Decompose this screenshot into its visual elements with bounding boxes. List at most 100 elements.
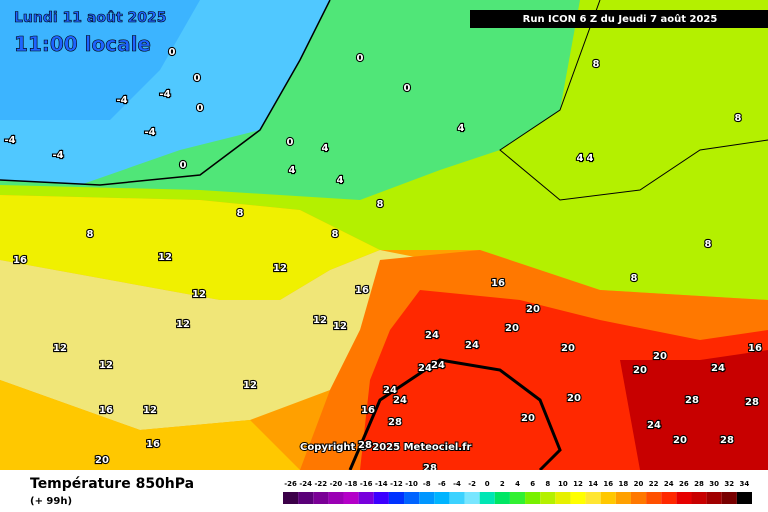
isotherm-label: 16 xyxy=(748,343,762,354)
isotherm-label: 20 xyxy=(526,304,540,315)
scale-cell xyxy=(525,492,541,504)
scale-label: 16 xyxy=(603,480,613,488)
isotherm-label: 16 xyxy=(146,439,160,450)
zone xyxy=(0,250,430,430)
scale-label: -12 xyxy=(390,480,403,488)
scale-cell xyxy=(313,492,329,504)
isotherm-label: 24 xyxy=(647,420,661,431)
scale-label: 10 xyxy=(558,480,568,488)
scale-label: 0 xyxy=(485,480,490,488)
scale-label: -8 xyxy=(423,480,431,488)
isotherm-label: 12 xyxy=(176,319,190,330)
scale-label: 18 xyxy=(619,480,629,488)
scale-cell xyxy=(509,492,526,504)
isotherm-label: -4 xyxy=(159,89,170,100)
isotherm-label: 0 xyxy=(357,53,364,64)
scale-label: -16 xyxy=(360,480,373,488)
scale-label: 2 xyxy=(500,480,505,488)
scale-cell xyxy=(464,492,480,504)
coastline xyxy=(0,0,331,186)
scale-cell xyxy=(449,492,465,504)
isotherm-label: 24 xyxy=(393,395,407,406)
scale-label: 30 xyxy=(709,480,719,488)
isotherm-label: 28 xyxy=(358,440,372,451)
scale-label: -4 xyxy=(453,480,461,488)
zone xyxy=(620,350,768,470)
scale-label: 24 xyxy=(664,480,674,488)
scale-cell xyxy=(676,492,692,504)
isotherm-label: 8 xyxy=(631,273,638,284)
isotherm-label: 4 xyxy=(458,123,465,134)
footer-bg xyxy=(0,470,768,512)
scale-cell xyxy=(434,492,450,504)
scale-label: -14 xyxy=(375,480,388,488)
isotherm-label: 8 xyxy=(705,239,712,250)
isotherm-label: 28 xyxy=(745,397,759,408)
scale-cell xyxy=(691,492,707,504)
isotherm-label: -4 xyxy=(4,135,15,146)
isotherm-label: 28 xyxy=(720,435,734,446)
isotherm-label: 8 xyxy=(87,229,94,240)
isotherm-label: 24 xyxy=(465,340,479,351)
isotherm-label: 20 xyxy=(95,455,109,466)
isotherm-label: 24 xyxy=(431,360,445,371)
scale-label: 20 xyxy=(634,480,644,488)
isotherm-label: 20 xyxy=(561,343,575,354)
zone xyxy=(0,195,380,300)
scale-label: -6 xyxy=(438,480,446,488)
isotherm-label: -4 xyxy=(144,127,155,138)
scale-label: 4 xyxy=(515,480,520,488)
isotherm-label: 12 xyxy=(243,380,257,391)
footer-lead: (+ 99h) xyxy=(30,496,72,507)
isotherm-label: 16 xyxy=(361,405,375,416)
scale-cell xyxy=(494,492,510,504)
scale-cell xyxy=(388,492,405,504)
isotherm-label: 16 xyxy=(13,255,27,266)
scale-cell xyxy=(283,492,299,504)
isotherm-label: 24 xyxy=(418,363,432,374)
scale-label: 12 xyxy=(573,480,583,488)
isotherm-label: 4 xyxy=(337,175,344,186)
scale-label: 26 xyxy=(679,480,689,488)
isotherm-label: 4 xyxy=(322,143,329,154)
isotherm-label: 12 xyxy=(158,252,172,263)
isotherm-label: 20 xyxy=(633,365,647,376)
isotherm-label: 4 xyxy=(577,153,584,164)
scale-label: 22 xyxy=(649,480,659,488)
scale-label: -24 xyxy=(299,480,312,488)
scale-cell xyxy=(373,492,389,504)
scale-cell xyxy=(404,492,420,504)
isotherm-label: 0 xyxy=(287,137,294,148)
scale-label: 32 xyxy=(724,480,734,488)
isotherm-label: 28 xyxy=(685,395,699,406)
scale-cell xyxy=(570,492,586,504)
scale-label: 34 xyxy=(740,480,750,488)
scale-label: 14 xyxy=(588,480,598,488)
isotherm-label: 8 xyxy=(332,229,339,240)
isotherm-label: 12 xyxy=(333,321,347,332)
scale-cell xyxy=(479,492,495,504)
isotherm-label: 0 xyxy=(404,83,411,94)
scale-cell xyxy=(540,492,556,504)
scale-cell xyxy=(736,492,752,504)
scale-label: 28 xyxy=(694,480,704,488)
coastline xyxy=(499,0,768,201)
isotherm-label: 28 xyxy=(388,417,402,428)
scale-cell xyxy=(555,492,571,504)
scale-label: 8 xyxy=(545,480,550,488)
scale-cell xyxy=(298,492,314,504)
scale-cell xyxy=(585,492,601,504)
scale-cell xyxy=(328,492,344,504)
isotherm-label: 0 xyxy=(194,73,201,84)
run-info: Run ICON 6 Z du Jeudi 7 août 2025 xyxy=(523,13,718,25)
scale-cell xyxy=(343,492,359,504)
isotherm-label: 20 xyxy=(521,413,535,424)
scale-label: -10 xyxy=(405,480,418,488)
isotherm-label: 0 xyxy=(180,160,187,171)
isotherm-label: 8 xyxy=(377,199,384,210)
scale-cell xyxy=(615,492,631,504)
isotherm-label: 12 xyxy=(313,315,327,326)
isotherm-label: 12 xyxy=(53,343,67,354)
isotherm-label: 24 xyxy=(711,363,725,374)
